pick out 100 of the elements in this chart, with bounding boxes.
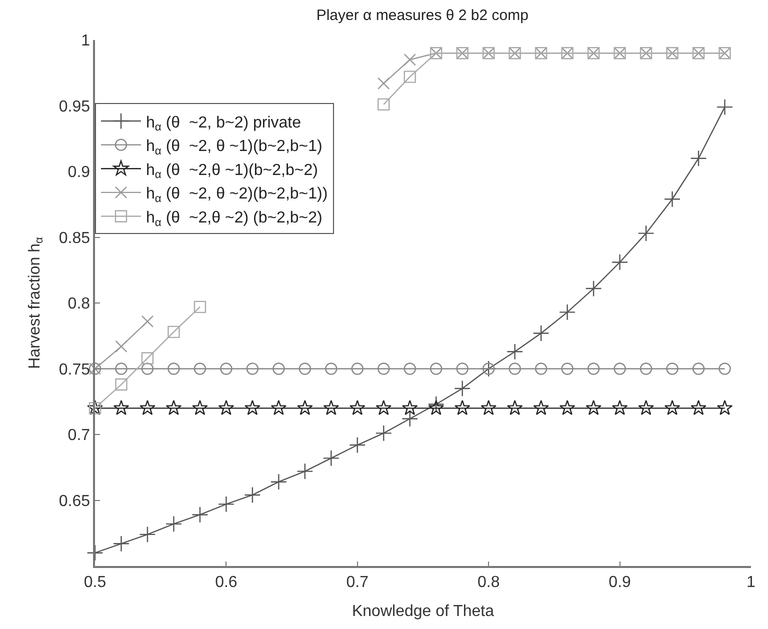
point xyxy=(194,300,206,314)
point xyxy=(112,535,130,552)
point xyxy=(349,400,366,416)
x-tick-label: 0.9 xyxy=(608,574,632,591)
point xyxy=(404,54,416,66)
point xyxy=(378,98,390,111)
point xyxy=(666,362,678,375)
point xyxy=(139,526,156,543)
point xyxy=(506,400,523,416)
y-tick-label: 0.8 xyxy=(68,296,90,313)
point xyxy=(612,254,628,271)
point xyxy=(532,324,550,342)
point xyxy=(378,362,390,375)
point xyxy=(640,362,652,375)
point xyxy=(454,380,471,397)
point xyxy=(716,400,733,416)
point xyxy=(115,340,128,352)
x-tick-label: 0.6 xyxy=(215,574,238,591)
x-axis-title: Knowledge of Theta xyxy=(352,603,494,620)
point xyxy=(428,396,444,413)
point xyxy=(614,362,626,375)
point xyxy=(349,436,366,454)
point xyxy=(192,400,208,416)
point xyxy=(141,352,154,364)
legend-label: h$_{α}$ (θ ~2, θ ~1)(b~2,b~1) xyxy=(146,138,322,158)
point xyxy=(166,400,182,416)
point xyxy=(351,362,364,375)
point xyxy=(534,362,548,375)
legend-label: h$_{α}$ (θ ~2,θ ~1)(b~2,b~2) xyxy=(146,162,318,182)
point xyxy=(638,400,654,416)
point xyxy=(506,343,524,360)
point xyxy=(375,424,392,442)
point xyxy=(168,326,180,338)
y-tick-label: 0.95 xyxy=(58,98,90,116)
point xyxy=(168,362,180,375)
point xyxy=(716,98,734,116)
point xyxy=(404,70,416,83)
point xyxy=(140,400,156,416)
point xyxy=(690,150,707,167)
point xyxy=(402,400,418,416)
point xyxy=(561,362,574,375)
point xyxy=(692,362,705,375)
point xyxy=(270,400,287,416)
point xyxy=(638,225,654,242)
legend-label: h$_{α}$ (θ ~2, θ ~2)(b~2,b~1)) xyxy=(146,186,328,206)
point xyxy=(376,400,392,416)
point xyxy=(113,400,130,416)
y-tick-label: 1 xyxy=(81,32,90,50)
point xyxy=(456,362,468,375)
point xyxy=(322,450,340,466)
point xyxy=(192,506,208,524)
y-tick-label: 0.7 xyxy=(68,427,90,444)
point xyxy=(297,400,313,416)
point xyxy=(559,304,576,320)
point xyxy=(533,400,549,416)
point xyxy=(325,362,338,375)
point xyxy=(323,400,340,416)
y-tick-label: 0.85 xyxy=(58,230,90,247)
point xyxy=(664,400,680,416)
point xyxy=(454,400,470,416)
x-tick-label: 1 xyxy=(746,574,756,591)
point xyxy=(430,362,442,375)
y-tick-label: 0.65 xyxy=(58,492,90,510)
point xyxy=(141,362,154,375)
point xyxy=(194,362,206,375)
x-tick-label: 0.7 xyxy=(346,574,369,591)
point xyxy=(218,400,234,416)
legend-label: h$_{α}$ (θ ~2, b~2) private xyxy=(146,114,302,134)
point xyxy=(115,362,128,375)
point xyxy=(244,400,260,416)
point xyxy=(718,362,731,375)
point xyxy=(612,400,628,416)
point xyxy=(244,486,261,504)
point xyxy=(404,362,416,375)
point xyxy=(378,77,390,90)
point xyxy=(587,362,600,375)
point xyxy=(165,516,182,532)
point xyxy=(508,362,521,375)
point xyxy=(428,400,444,416)
y-tick-label: 0.75 xyxy=(58,361,90,378)
point xyxy=(220,362,232,375)
point xyxy=(585,280,602,297)
point xyxy=(480,400,497,416)
point xyxy=(402,410,418,428)
point xyxy=(115,378,128,391)
point xyxy=(270,474,287,490)
point xyxy=(272,362,285,375)
chart-title: Player α measures θ 2 b2 comp xyxy=(316,6,528,24)
point xyxy=(559,400,576,416)
point xyxy=(664,190,681,208)
legend-label: h$_{α}$ (θ ~2,θ ~2) (b~2,b~2) xyxy=(146,209,322,229)
x-tick-label: 0.8 xyxy=(477,574,500,591)
point xyxy=(298,362,312,375)
point xyxy=(690,400,706,416)
point xyxy=(86,544,104,562)
point xyxy=(586,400,602,416)
y-tick-label: 0.9 xyxy=(68,164,90,182)
point xyxy=(296,463,314,480)
point xyxy=(246,362,259,375)
x-tick-label: 0.5 xyxy=(84,574,106,591)
